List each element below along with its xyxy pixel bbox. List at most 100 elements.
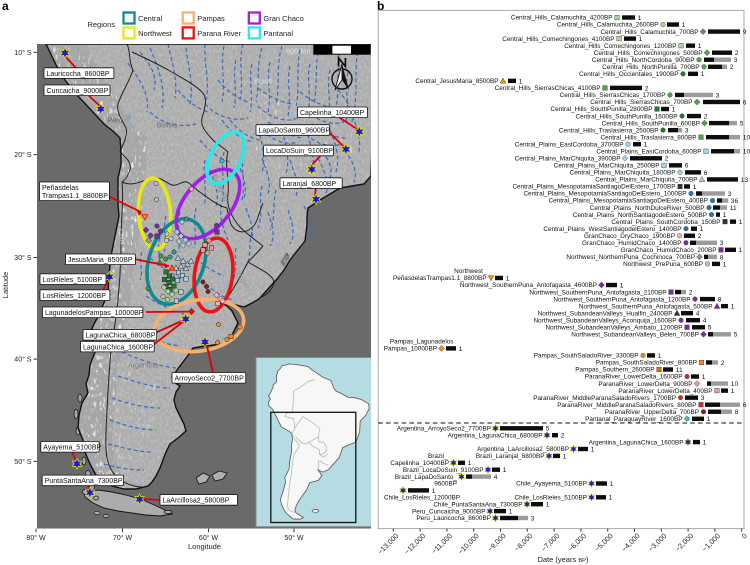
svg-text:1: 1	[702, 374, 706, 381]
svg-text:8: 8	[718, 297, 722, 304]
svg-text:b: b	[377, 0, 384, 13]
svg-text:10: 10	[743, 135, 750, 142]
svg-text:Central_Plains_MarChiquita_250: Central_Plains_MarChiquita_2500BP	[554, 163, 660, 170]
svg-text:5: 5	[708, 325, 712, 332]
svg-text:9600BP: 9600BP	[434, 481, 457, 488]
svg-text:1: 1	[468, 460, 472, 467]
svg-text:GranChaco_DryChaco_1900BP: GranChaco_DryChaco_1900BP	[584, 233, 675, 240]
svg-text:Central_Plains_MesopotamiaSant: Central_Plains_MesopotamiaSantiagoDelEst…	[523, 191, 686, 198]
svg-text:1: 1	[731, 304, 735, 311]
svg-text:Central_Hills_SouthPunilla_280: Central_Hills_SouthPunilla_2800BP	[551, 106, 653, 113]
svg-text:5: 5	[546, 426, 550, 433]
svg-text:Pampas_10000BP: Pampas_10000BP	[384, 346, 437, 353]
svg-text:20° S: 20° S	[14, 151, 32, 159]
svg-text:4: 4	[494, 474, 498, 481]
svg-text:60° W: 60° W	[199, 534, 219, 542]
svg-text:1: 1	[503, 467, 507, 474]
svg-text:Pantanal: Pantanal	[263, 29, 293, 38]
svg-text:70° W: 70° W	[113, 534, 133, 542]
svg-text:2: 2	[665, 156, 669, 163]
svg-text:Chile_LosRieles_12000BP: Chile_LosRieles_12000BP	[384, 495, 460, 502]
svg-text:Central: Central	[138, 14, 163, 23]
svg-text:Central_JesusMaria_8500BP: Central_JesusMaria_8500BP	[415, 78, 498, 85]
svg-text:600 km: 600 km	[286, 47, 311, 56]
svg-text:ParanaRiver_MiddleParanaSalado: ParanaRiver_MiddleParanaSaladoRivers_800…	[557, 402, 696, 409]
svg-text:1: 1	[459, 346, 463, 353]
svg-text:1: 1	[682, 22, 686, 29]
svg-text:1: 1	[672, 106, 676, 113]
svg-text:1: 1	[509, 509, 513, 516]
svg-text:1: 1	[707, 416, 711, 423]
svg-text:Central_Hills_Comechingones_50: Central_Hills_Comechingones_500BP	[594, 50, 703, 57]
svg-text:9: 9	[743, 29, 747, 36]
svg-text:Central_Hills_Calamuchita_4200: Central_Hills_Calamuchita_4200BP	[511, 15, 613, 22]
svg-text:1: 1	[739, 247, 743, 254]
svg-text:Pampas_SouthSaladoRiver_3300BP: Pampas_SouthSaladoRiver_3300BP	[534, 353, 639, 360]
svg-text:Parana River: Parana River	[197, 29, 241, 38]
svg-text:LosRieles_5100BP: LosRieles_5100BP	[43, 277, 103, 284]
svg-text:1: 1	[693, 184, 697, 191]
svg-text:Lauricocha_8600BP: Lauricocha_8600BP	[47, 71, 110, 78]
svg-text:Central_Hills_NorthCordoba_900: Central_Hills_NorthCordoba_900BP	[592, 57, 695, 64]
svg-text:3: 3	[701, 395, 705, 402]
svg-text:Brazil_: Brazil_	[428, 453, 448, 460]
svg-text:1: 1	[703, 440, 707, 447]
svg-text:ArroyoSeco2_7700BP: ArroyoSeco2_7700BP	[175, 376, 245, 383]
svg-text:2: 2	[645, 85, 649, 92]
svg-text:PeñasdelasTrampas1.1_8800BP: PeñasdelasTrampas1.1_8800BP	[393, 275, 487, 282]
svg-text:Central_Plains_MesopotamiaSant: Central_Plains_MesopotamiaSantiagoDelEst…	[548, 198, 708, 205]
svg-text:10° S: 10° S	[14, 49, 32, 57]
svg-text:Brasil: Brasil	[254, 78, 272, 85]
svg-text:2: 2	[689, 289, 693, 296]
svg-text:Argentina_LagunaChica_1600BP: Argentina_LagunaChica_1600BP	[589, 439, 684, 446]
svg-text:1: 1	[546, 502, 550, 509]
svg-text:40° S: 40° S	[14, 356, 32, 364]
svg-text:1: 1	[609, 495, 613, 502]
svg-text:GranChaco_HumidChaco_1400BP: GranChaco_HumidChaco_1400BP	[582, 240, 681, 247]
svg-text:Capelinha_10400BP: Capelinha_10400BP	[300, 110, 365, 117]
svg-text:1: 1	[739, 219, 743, 226]
svg-text:Pampas_Southern_2600BP: Pampas_Southern_2600BP	[575, 367, 654, 374]
svg-text:Ayayema_5100BP: Ayayema_5100BP	[43, 445, 101, 452]
svg-text:Peru_Cuncaicha_9000BP: Peru_Cuncaicha_9000BP	[412, 508, 486, 515]
svg-text:Northwest_SouthernPuna_Antofag: Northwest_SouthernPuna_Antofagasta_4600B…	[460, 282, 597, 289]
svg-text:Argentina: Argentina	[128, 362, 158, 369]
svg-text:1: 1	[563, 453, 567, 460]
svg-text:Central_Hills_SouthPunilla_160: Central_Hills_SouthPunilla_1600BP	[576, 113, 678, 120]
svg-text:Central_Plains_NorthSantiagode: Central_Plains_NorthSantiagodeEstero_500…	[573, 212, 707, 219]
svg-text:Chile: Chile	[116, 229, 126, 246]
svg-text:3: 3	[734, 57, 738, 64]
svg-text:Central_Hills_NorthPunilla_700: Central_Hills_NorthPunilla_700BP	[602, 64, 699, 71]
svg-text:a: a	[2, 0, 9, 13]
svg-text:1: 1	[519, 78, 523, 85]
svg-text:Central_Hills_SierrasChicas_41: Central_Hills_SierrasChicas_4100BP	[495, 85, 601, 92]
svg-text:2: 2	[698, 233, 702, 240]
svg-text:Chile_PuntaSantaAna_7300BP: Chile_PuntaSantaAna_7300BP	[433, 501, 522, 508]
svg-text:Central_Plains_WestSantiagodel: Central_Plains_WestSantiagodelEstero_140…	[543, 226, 681, 233]
svg-text:Central_Plains_MesopotamiaSant: Central_Plains_MesopotamiaSantiagoDelEst…	[512, 184, 675, 191]
svg-text:0: 0	[740, 531, 749, 540]
svg-text:Central_Hills_SierrasChicas_70: Central_Hills_SierrasChicas_700BP	[590, 99, 692, 106]
svg-text:Regions: Regions	[87, 20, 115, 29]
svg-text:Northwest_SubandeanValleys_Hua: Northwest_SubandeanValleys_Hualfin_2400B…	[538, 310, 673, 317]
svg-text:Argentina_LaArcillosa2_5800BP: Argentina_LaArcillosa2_5800BP	[477, 446, 569, 453]
svg-text:Chile_Ayayema_5100BP: Chile_Ayayema_5100BP	[516, 481, 587, 488]
svg-text:Cuncaicha_9000BP: Cuncaicha_9000BP	[47, 88, 109, 95]
svg-text:LagunaChica_1600BP: LagunaChica_1600BP	[83, 344, 153, 351]
svg-text:PuntaSantaAna_7300BP: PuntaSantaAna_7300BP	[45, 478, 123, 485]
svg-text:5: 5	[734, 332, 738, 339]
svg-text:LocaDoSuin_9100BP: LocaDoSuin_9100BP	[266, 148, 333, 155]
svg-text:Peñasdelas: Peñasdelas	[42, 185, 79, 192]
svg-text:1: 1	[701, 71, 705, 78]
svg-text:Brazil_LapaDoSanto_: Brazil_LapaDoSanto_	[395, 474, 458, 481]
svg-text:LapaDoSanto_9600BP: LapaDoSanto_9600BP	[259, 128, 331, 135]
svg-text:2: 2	[561, 433, 565, 440]
svg-text:6: 6	[704, 170, 708, 177]
svg-text:Central_Hills_Calamuchita_700B: Central_Hills_Calamuchita_700BP	[600, 29, 698, 36]
svg-text:ParanaRiver_LowerDelta_400BP: ParanaRiver_LowerDelta_400BP	[618, 388, 712, 395]
svg-text:4: 4	[703, 318, 707, 325]
svg-text:Central_Plains_MarChiquita_700: Central_Plains_MarChiquita_700BP	[595, 177, 697, 184]
svg-text:3: 3	[728, 191, 732, 198]
svg-text:1: 1	[591, 446, 595, 453]
svg-text:1: 1	[723, 212, 727, 219]
